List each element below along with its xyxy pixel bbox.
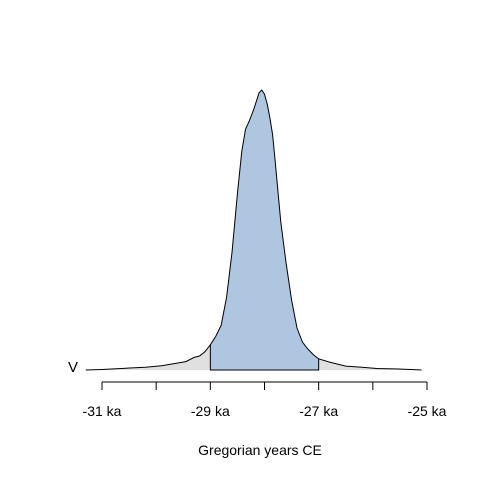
x-tick-label: -29 ka: [191, 403, 230, 419]
hpd-region-area: [210, 90, 319, 370]
x-axis-title: Gregorian years CE: [198, 442, 322, 458]
x-tick-label: -31 ka: [83, 403, 122, 419]
hpd-interval-bracket: [209, 344, 320, 371]
x-tick-label: -25 ka: [408, 403, 447, 419]
x-axis: -31 ka -29 ka -27 ka -25 ka: [83, 381, 447, 419]
density-layer: [85, 89, 422, 371]
x-tick-label: -27 ka: [299, 403, 338, 419]
row-label: V: [68, 359, 78, 376]
